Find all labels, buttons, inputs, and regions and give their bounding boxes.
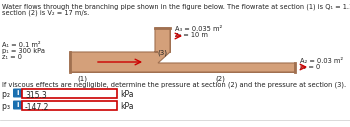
Polygon shape <box>70 28 295 72</box>
Text: kPa: kPa <box>120 90 133 99</box>
FancyBboxPatch shape <box>22 101 117 109</box>
Text: A₂ = 0.03 m²: A₂ = 0.03 m² <box>300 58 343 64</box>
Text: If viscous effects are negligible, determine the pressure at section (2) and the: If viscous effects are negligible, deter… <box>2 82 346 89</box>
Text: (2): (2) <box>215 75 225 82</box>
Text: p₃ =: p₃ = <box>2 102 19 111</box>
Text: p₁ = 300 kPa: p₁ = 300 kPa <box>2 48 45 54</box>
Polygon shape <box>158 63 295 72</box>
Text: A₁ = 0.1 m²: A₁ = 0.1 m² <box>2 42 41 48</box>
Text: i: i <box>16 90 19 96</box>
FancyBboxPatch shape <box>14 101 21 109</box>
FancyBboxPatch shape <box>22 89 117 98</box>
Text: i: i <box>16 102 19 108</box>
Text: kPa: kPa <box>120 102 133 111</box>
Text: Water flows through the branching pipe shown in the figure below. The flowrate a: Water flows through the branching pipe s… <box>2 2 350 10</box>
Text: z₂ = 0: z₂ = 0 <box>300 64 320 70</box>
Text: (3): (3) <box>157 50 167 57</box>
Text: p₂ =: p₂ = <box>2 90 19 99</box>
Polygon shape <box>155 28 170 52</box>
Text: section (2) is V₂ = 17 m/s.: section (2) is V₂ = 17 m/s. <box>2 9 89 15</box>
Text: (1): (1) <box>77 75 87 82</box>
Text: A₃ = 0.035 m²: A₃ = 0.035 m² <box>175 26 222 32</box>
Text: 315.3: 315.3 <box>25 91 47 99</box>
FancyBboxPatch shape <box>14 89 21 97</box>
Polygon shape <box>70 52 158 72</box>
Text: z₃ = 10 m: z₃ = 10 m <box>175 32 208 38</box>
Text: z₁ = 0: z₁ = 0 <box>2 54 22 60</box>
Text: -147.2: -147.2 <box>25 102 49 112</box>
